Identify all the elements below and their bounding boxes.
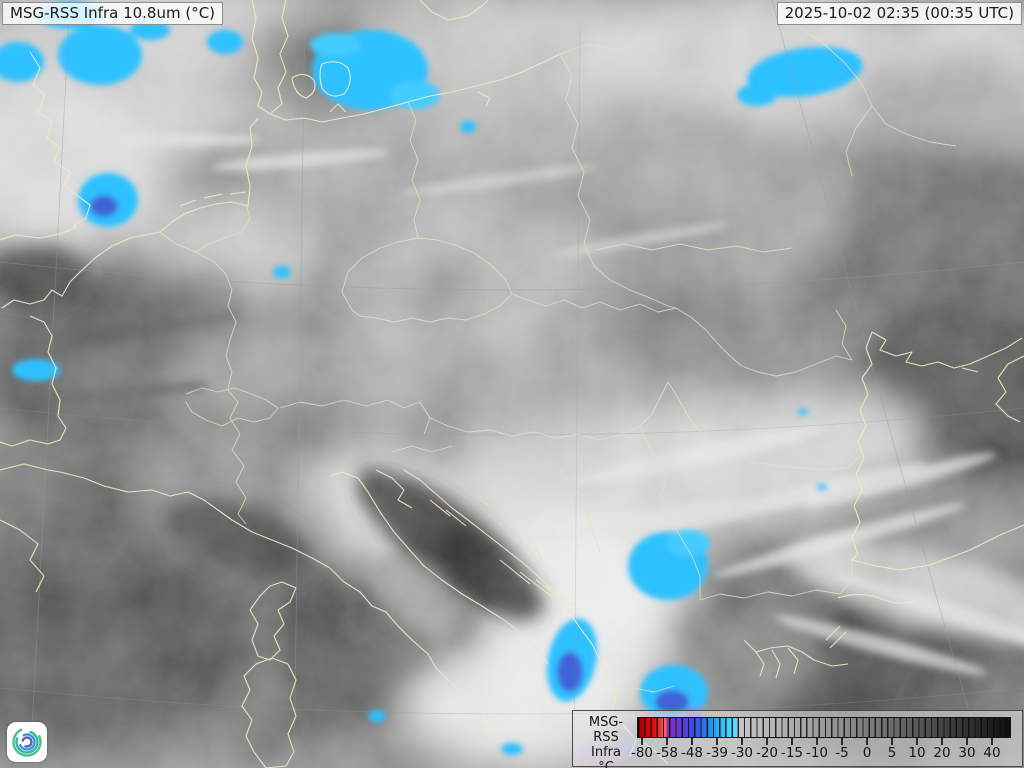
colorbar-tick-label: 40	[983, 745, 1001, 761]
cold-cloud-tops	[0, 1, 863, 765]
temperature-colorbar	[637, 717, 1011, 738]
colorbar-tick	[741, 738, 743, 745]
colorbar-tick-label: 5	[887, 745, 897, 761]
colorbar-tick	[816, 738, 818, 745]
colorbar-tick	[991, 738, 993, 745]
colorbar-tick-label: -5	[835, 745, 849, 761]
colorbar-tick-label: 20	[933, 745, 951, 761]
colorbar-tick	[866, 738, 868, 745]
colorbar-tick	[841, 738, 843, 745]
colorbar-tick	[641, 738, 643, 745]
legend-title-line: Infra	[591, 745, 621, 760]
country-borders	[159, 27, 957, 697]
legend-title-line: MSG-RSS	[588, 715, 624, 745]
colorbar-tick-label: -58	[655, 745, 679, 761]
legend-title-line: °C	[598, 760, 614, 768]
colorbar-tick	[791, 738, 793, 745]
colorbar-tick	[916, 738, 918, 745]
temperature-legend: MSG-RSS Infra °C -80 -58 -48 -39 -30 -20 -15 -10-…	[572, 710, 1023, 768]
colorbar-tick-label: 0	[862, 745, 872, 761]
colorbar-tick-label: -80	[630, 745, 654, 761]
colorbar-tick-label: -39	[705, 745, 729, 761]
colorbar-tick-label: -30	[730, 745, 754, 761]
spiral-cyclone-icon	[12, 728, 42, 757]
timestamp-label: 2025-10-02 02:35 (00:35 UTC)	[776, 2, 1022, 25]
colorbar-tick	[891, 738, 893, 745]
colorbar-tick	[966, 738, 968, 745]
colorbar-tick	[666, 738, 668, 745]
colorbar-tick-label: -48	[680, 745, 704, 761]
legend-title: MSG-RSS Infra °C	[577, 715, 635, 768]
colorbar-tick-label: -15	[780, 745, 804, 761]
colorbar-tick	[941, 738, 943, 745]
colorbar-tick-label: 30	[958, 745, 976, 761]
colorbar-tick	[716, 738, 718, 745]
product-label: MSG-RSS Infra 10.8um (°C)	[2, 2, 224, 25]
colorbar-tick	[766, 738, 768, 745]
colorbar-ticks: -80 -58 -48 -39 -30 -20 -15 -10 -5 0 5 10 20 30 40	[631, 738, 1011, 766]
colorbar-tick-label: 10	[908, 745, 926, 761]
colorbar-tick-label: -10	[805, 745, 829, 761]
colorbar-tick-label: -20	[755, 745, 779, 761]
colorbar-tick	[691, 738, 693, 745]
weather-logo	[7, 722, 47, 762]
